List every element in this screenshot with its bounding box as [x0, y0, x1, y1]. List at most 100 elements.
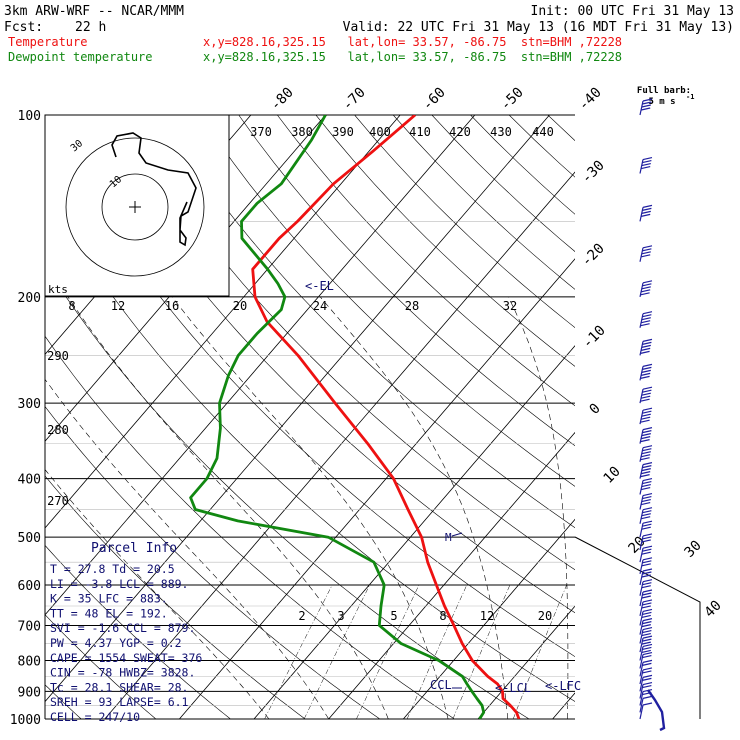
wind-barb-flag — [642, 510, 652, 514]
wind-barb-flag — [640, 323, 650, 327]
wind-barb — [639, 651, 653, 669]
dry-adiabat — [431, 115, 575, 252]
wind-barb-flag — [642, 681, 653, 686]
pressure-tick-label: 600 — [18, 579, 41, 594]
wind-barb — [639, 579, 653, 596]
wind-barb-flag — [642, 638, 652, 642]
wind-barb-flag — [642, 629, 652, 634]
legend-dewpoint: Dewpoint temperature — [8, 50, 153, 64]
parcel-info-row: SREH = 93 LAPSE= 6.1 — [50, 695, 189, 709]
wind-barb-flag — [642, 101, 652, 105]
moist-adiabat — [67, 296, 389, 719]
valid-time: Valid: 22 UTC Fri 31 May 13 (16 MDT Fri … — [343, 20, 734, 35]
wind-barb-flag — [640, 350, 650, 354]
wind-barb-flag — [642, 283, 652, 287]
parcel-info-row: LI = -3.8 LCL = 889. — [50, 577, 188, 591]
wind-barb-flag — [640, 398, 650, 402]
wind-barb-flag — [642, 654, 652, 659]
wind-barb — [639, 681, 653, 699]
wind-barb-staff — [639, 509, 644, 524]
wind-barb-flag — [642, 445, 653, 449]
dry-adiabat — [625, 115, 740, 719]
wind-barb-flag — [641, 286, 651, 290]
wind-barb — [639, 520, 653, 538]
wind-barb-flag — [641, 413, 651, 417]
wind-barb-flag — [642, 677, 652, 681]
theta-label: 420 — [449, 125, 471, 139]
wind-barb — [639, 445, 653, 462]
wind-barb-flag — [642, 599, 653, 603]
wind-barb-flag — [642, 314, 652, 318]
parcel-info-row: K = 35 LFC = 883. — [50, 592, 168, 606]
dry-adiabat — [0, 115, 7, 719]
model-title: 3km ARW-WRF -- NCAR/MMM — [4, 4, 184, 19]
sounding-profiles — [189, 115, 521, 719]
wind-barb-flag — [642, 582, 652, 586]
wind-barb-flag — [642, 684, 652, 689]
isotherm-line — [627, 115, 740, 719]
wind-barb-staff — [639, 611, 644, 626]
wind-barb-staff — [639, 523, 644, 538]
isotherm-line — [253, 345, 575, 719]
wind-barb-flag — [642, 646, 652, 651]
hodograph-ring — [65, 137, 205, 277]
level-annotation: <-LFC — [545, 679, 581, 693]
wind-barb-flag — [641, 539, 651, 543]
moist-adiabat — [319, 296, 509, 719]
wind-barb — [639, 492, 653, 510]
wind-barb — [639, 568, 653, 586]
wind-barb-staff — [639, 548, 644, 563]
isotherm-label: 30 — [682, 538, 705, 561]
isotherm-line — [328, 431, 575, 719]
wind-barb — [639, 427, 653, 444]
dry-adiabat — [392, 115, 575, 290]
wind-barb-flag — [642, 568, 653, 572]
wind-barb-flag — [642, 560, 652, 564]
wind-barb-flag — [641, 344, 651, 348]
wind-barb-flag — [641, 213, 651, 217]
isotherm-label: -50 — [498, 85, 527, 114]
pressure-tick-label: 700 — [18, 619, 41, 634]
wind-barb-staff — [639, 629, 644, 644]
wind-barb-staff — [639, 581, 644, 596]
theta-label: 440 — [532, 125, 554, 139]
pressure-tick-label: 1000 — [10, 713, 41, 728]
wind-barb-flag — [642, 410, 652, 414]
wind-barb-flag — [642, 667, 653, 671]
wind-barb — [639, 363, 653, 381]
fcst-value: 22 h — [75, 20, 106, 35]
pressure-tick-label: 400 — [18, 473, 41, 488]
wind-barb-staff — [639, 159, 644, 174]
wind-barb-flag — [642, 366, 652, 370]
wind-barb-flag — [642, 536, 652, 540]
wind-barb-flag — [641, 574, 651, 578]
isotherm-label: -70 — [340, 85, 369, 114]
wind-barb-flag — [641, 468, 651, 472]
wind-barb — [639, 608, 653, 626]
dry-adiabat — [161, 115, 575, 529]
wind-barb — [639, 477, 653, 495]
wind-barb-flag — [641, 289, 651, 293]
wind-barb-flag — [641, 369, 651, 373]
wind-barb-flag — [640, 419, 650, 423]
parcel-info-row: T = 27.8 Td = 20.5 — [50, 562, 175, 576]
isotherm-label: 40 — [702, 598, 725, 621]
theta-label: 430 — [490, 125, 512, 139]
parcel-info-row: CELL = 247/10 — [50, 710, 140, 724]
wind-barb-flag — [642, 280, 653, 284]
level-annotation: <-EL — [305, 279, 334, 293]
dry-adiabat — [508, 115, 575, 178]
wind-barb — [639, 667, 653, 685]
wind-barb — [639, 280, 653, 297]
isotherm-label: -20 — [579, 241, 608, 270]
wind-barb-flag — [641, 513, 651, 517]
wind-barb-flag — [642, 477, 653, 482]
wind-barb-flag — [642, 98, 653, 102]
wind-barb-flag — [641, 162, 651, 167]
wind-barb-flag — [642, 533, 653, 537]
dry-adiabat — [547, 115, 575, 142]
wind-barb-staff — [639, 366, 644, 381]
wind-barb-flag — [641, 416, 651, 420]
fcst-label: Fcst: — [4, 20, 43, 35]
isotherm-label: -30 — [579, 158, 608, 187]
